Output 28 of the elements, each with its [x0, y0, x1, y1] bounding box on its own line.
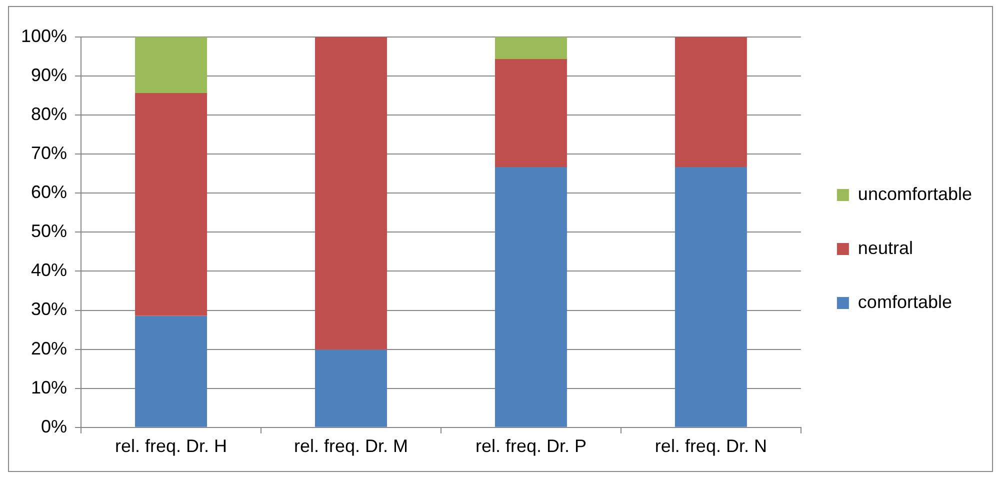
- bar: [315, 37, 387, 350]
- bar: [494, 37, 567, 59]
- y-tick-label: 60%: [31, 182, 68, 202]
- y-tick-label: 30%: [31, 299, 68, 320]
- legend-label: comfortable: [858, 292, 952, 312]
- bar: [494, 58, 567, 168]
- y-tick-label: 0%: [41, 416, 68, 436]
- bar: [494, 167, 567, 427]
- bar: [674, 37, 747, 168]
- bar: [135, 37, 208, 93]
- x-tick-label: rel. freq. Dr. M: [294, 436, 408, 456]
- y-tick-label: 40%: [31, 260, 68, 280]
- x-tick-label: rel. freq. Dr. P: [475, 436, 586, 456]
- y-tick-label: 20%: [31, 338, 68, 358]
- bar: [674, 167, 747, 427]
- x-tick-label: rel. freq. Dr. H: [115, 436, 228, 456]
- y-tick-label: 50%: [31, 221, 68, 242]
- x-tick-label: rel. freq. Dr. N: [654, 436, 767, 456]
- y-tick-label: 100%: [20, 26, 68, 46]
- legend-label: neutral: [858, 238, 913, 258]
- legend-label: uncomfortable: [858, 184, 972, 204]
- bar: [315, 349, 387, 427]
- bar: [135, 316, 208, 427]
- y-tick-label: 90%: [31, 65, 68, 86]
- y-tick-label: 70%: [31, 143, 68, 164]
- y-tick-label: 10%: [31, 377, 68, 398]
- y-tick-label: 80%: [31, 104, 68, 124]
- bar: [135, 92, 208, 316]
